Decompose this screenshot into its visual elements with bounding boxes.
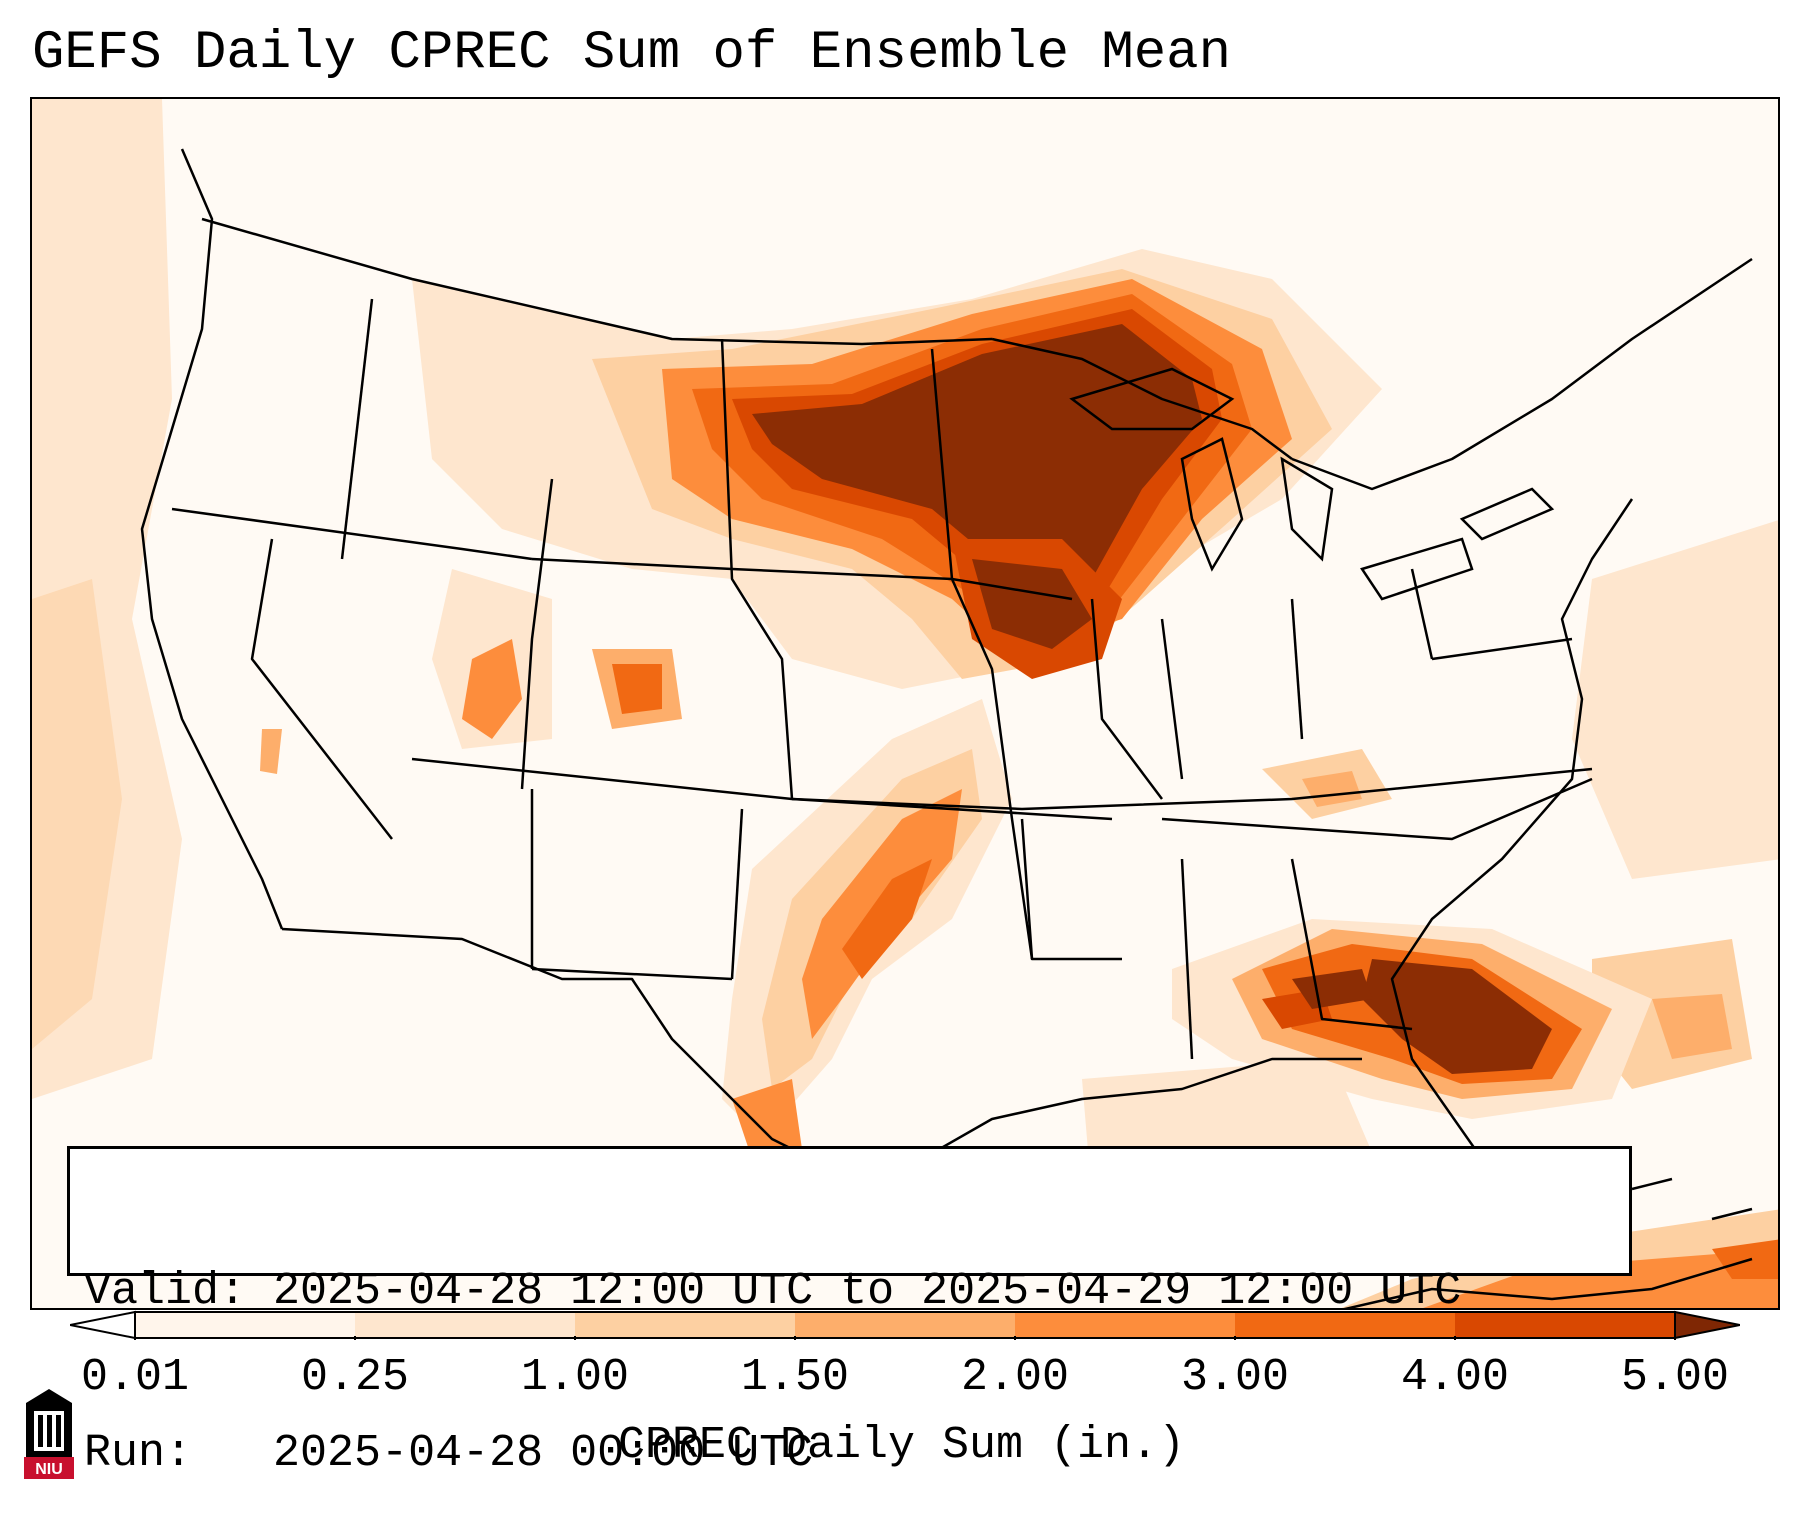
colorbar-tick-labels: 0.01 0.25 1.00 1.50 2.00 3.00 4.00 5.00 xyxy=(0,1350,1803,1410)
precip-field xyxy=(32,99,1778,1308)
colorbar-tick-label: 0.25 xyxy=(300,1352,410,1403)
logo-text: NIU xyxy=(35,1461,63,1478)
colorbar-segment xyxy=(355,1312,576,1338)
colorbar-tick-label: 3.00 xyxy=(1180,1352,1290,1403)
colorbar-segment xyxy=(135,1312,356,1338)
great-lakes xyxy=(1069,367,1555,601)
colorbar-over-arrow xyxy=(1674,1310,1740,1340)
colorbar-title: CPREC Daily Sum (in.) xyxy=(617,1420,1186,1471)
colorbar-tick-label: 4.00 xyxy=(1400,1352,1510,1403)
page-title: GEFS Daily CPREC Sum of Ensemble Mean xyxy=(32,23,1231,84)
colorbar-segment xyxy=(1455,1312,1676,1338)
map-frame xyxy=(30,97,1780,1310)
colorbar-segment xyxy=(1015,1312,1236,1338)
colorbar-tick-label: 1.00 xyxy=(520,1352,630,1403)
valid-line: Valid: 2025-04-28 12:00 UTC to 2025-04-2… xyxy=(84,1265,1615,1319)
precipitation-map[interactable] xyxy=(32,99,1780,1310)
colorbar-segment xyxy=(795,1312,1016,1338)
colorbar-outline xyxy=(134,1311,1676,1339)
niu-logo: NIU xyxy=(24,1389,74,1479)
colorbar-tick-label: 0.01 xyxy=(80,1352,190,1403)
run-value: 2025-04-28 00:00 UTC xyxy=(273,1428,814,1479)
run-label: Run: xyxy=(84,1428,193,1479)
colorbar-tick-label: 5.00 xyxy=(1620,1352,1730,1403)
logo-red-band xyxy=(24,1457,74,1479)
colorbar-segment xyxy=(1235,1312,1456,1338)
valid-label: Valid: xyxy=(84,1266,247,1317)
colorbar-tick-label: 1.50 xyxy=(740,1352,850,1403)
colorbar-under-arrow xyxy=(70,1310,136,1340)
valid-run-info-box: Valid: 2025-04-28 12:00 UTC to 2025-04-2… xyxy=(67,1146,1632,1479)
valid-value: 2025-04-28 12:00 UTC to 2025-04-29 12:00… xyxy=(273,1266,1462,1317)
state-boundaries xyxy=(140,148,1753,1211)
run-line: Run: 2025-04-28 00:00 UTC xyxy=(84,1427,1615,1481)
colorbar-tick-label: 2.00 xyxy=(960,1352,1070,1403)
colorbar xyxy=(70,1310,1740,1340)
colorbar-segment xyxy=(575,1312,796,1338)
